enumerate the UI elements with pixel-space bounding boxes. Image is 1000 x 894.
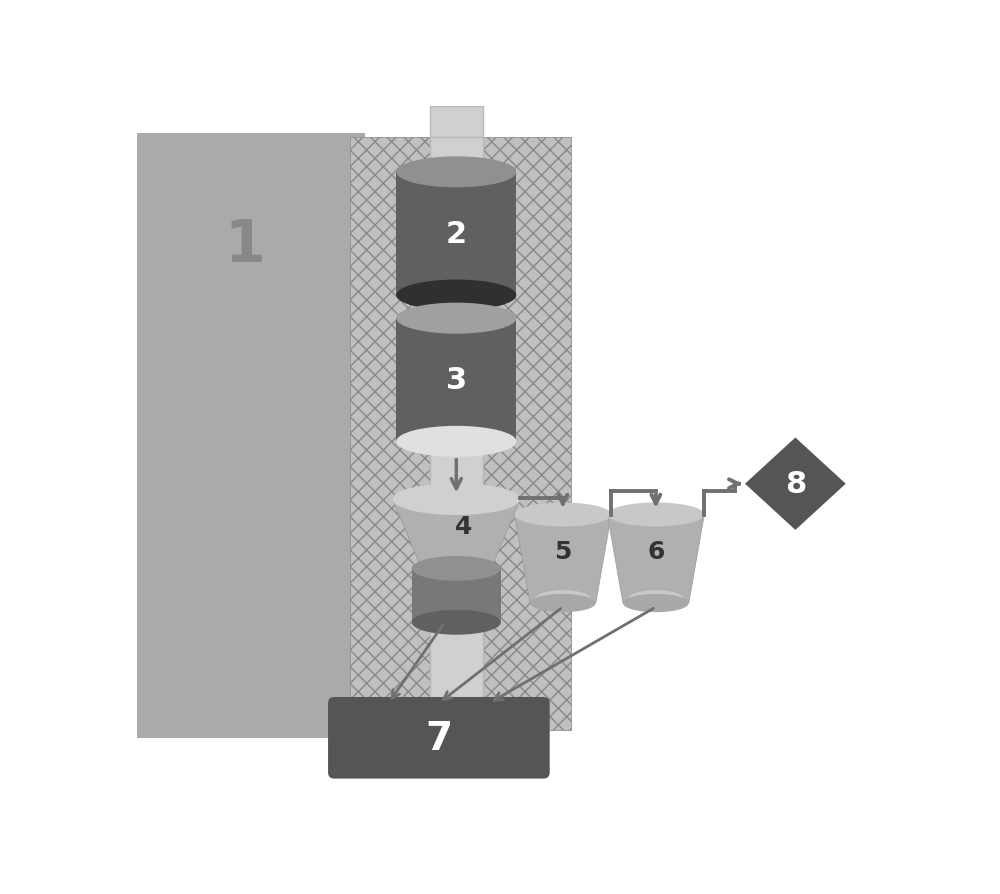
Polygon shape (514, 515, 611, 603)
Bar (350, 138, 571, 730)
Ellipse shape (530, 595, 596, 612)
Text: 2: 2 (446, 220, 467, 249)
Text: 6: 6 (647, 539, 665, 563)
Bar (396, 173, 516, 296)
Ellipse shape (396, 280, 516, 311)
Ellipse shape (412, 556, 501, 581)
Text: 3: 3 (446, 366, 467, 395)
Ellipse shape (535, 590, 591, 609)
Text: 5: 5 (554, 539, 572, 563)
Ellipse shape (392, 484, 520, 516)
Text: 8: 8 (785, 469, 806, 499)
Ellipse shape (421, 559, 491, 578)
Polygon shape (607, 515, 704, 603)
Text: 7: 7 (425, 719, 452, 757)
Ellipse shape (514, 503, 611, 527)
Bar (430, 107, 483, 138)
Ellipse shape (396, 426, 516, 458)
Ellipse shape (628, 590, 684, 609)
Polygon shape (392, 500, 520, 569)
Ellipse shape (396, 303, 516, 334)
Bar (137, 134, 365, 738)
Bar (430, 138, 483, 730)
Bar (412, 569, 501, 622)
Ellipse shape (412, 611, 501, 635)
Bar (396, 319, 516, 442)
Polygon shape (745, 438, 846, 530)
FancyBboxPatch shape (328, 697, 550, 779)
Ellipse shape (396, 157, 516, 188)
Text: 1: 1 (225, 217, 265, 274)
Ellipse shape (425, 557, 488, 574)
Ellipse shape (623, 595, 689, 612)
Text: 4: 4 (455, 514, 473, 538)
Ellipse shape (607, 503, 704, 527)
Bar (350, 138, 571, 730)
Bar (430, 515, 483, 730)
